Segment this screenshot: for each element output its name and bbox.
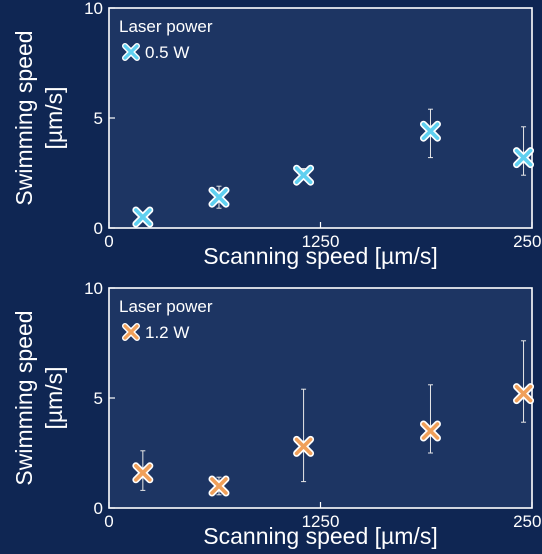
y-tick-label: 5 bbox=[94, 109, 103, 128]
y-tick-label: 5 bbox=[94, 389, 103, 408]
x-tick-label: 0 bbox=[104, 512, 113, 531]
data-point bbox=[208, 475, 230, 497]
data-point bbox=[293, 164, 315, 186]
y-axis-title: Swimming speed bbox=[11, 30, 37, 205]
y-tick-label: 10 bbox=[84, 0, 103, 18]
error-bar bbox=[427, 384, 433, 454]
data-point-stroke bbox=[134, 463, 152, 482]
x-tick-label: 0 bbox=[104, 232, 113, 251]
data-point-stroke bbox=[210, 188, 228, 206]
legend-marker bbox=[122, 323, 140, 341]
legend-title: Laser power bbox=[119, 297, 213, 316]
data-point bbox=[132, 462, 154, 484]
data-point bbox=[513, 147, 535, 169]
y-tick-label: 10 bbox=[84, 279, 103, 298]
plot-area bbox=[108, 287, 533, 509]
y-tick-label: 0 bbox=[94, 219, 103, 238]
error-bar bbox=[301, 388, 307, 483]
data-point-stroke bbox=[514, 384, 533, 403]
x-tick-label: 1250 bbox=[302, 232, 340, 251]
x-axis-title: Scanning speed [µm/s] bbox=[203, 523, 437, 549]
chart-panel-1: 0 5 10 0 1250 2500 Scanning speed [µm/s] Swimmi… bbox=[11, 0, 542, 269]
y-axis-title: Swimming speed bbox=[11, 310, 37, 485]
x-tick-label: 2500 bbox=[513, 232, 542, 251]
data-point-stroke bbox=[294, 437, 313, 456]
data-point bbox=[513, 383, 535, 405]
legend-series-label: 1.2 W bbox=[145, 323, 189, 342]
data-point bbox=[293, 435, 315, 457]
data-point bbox=[132, 206, 154, 228]
data-point-stroke bbox=[294, 166, 313, 184]
legend-marker-stroke bbox=[123, 324, 139, 340]
data-point-stroke bbox=[421, 422, 440, 440]
data-point bbox=[419, 420, 441, 442]
x-tick-label: 2500 bbox=[513, 512, 542, 531]
plot-area bbox=[108, 7, 533, 229]
legend-title: Laser power bbox=[119, 17, 213, 36]
x-tick-label: 1250 bbox=[302, 512, 340, 531]
data-point-stroke bbox=[210, 477, 228, 495]
legend-marker bbox=[122, 43, 140, 61]
error-bar bbox=[521, 126, 527, 176]
y-axis-title-unit: [µm/s] bbox=[41, 86, 67, 149]
x-axis-title: Scanning speed [µm/s] bbox=[203, 243, 437, 269]
data-point-stroke bbox=[134, 208, 152, 226]
y-tick-label: 0 bbox=[94, 499, 103, 518]
chart-panel-2: 0 5 10 0 1250 2500 Scanning speed [µm/s] Swimmi… bbox=[11, 279, 542, 549]
y-axis-title-unit: [µm/s] bbox=[41, 366, 67, 429]
data-point bbox=[208, 186, 230, 208]
data-point-stroke bbox=[421, 122, 440, 140]
error-bar bbox=[521, 340, 527, 423]
legend-series-label: 0.5 W bbox=[145, 43, 189, 62]
legend-marker-stroke bbox=[123, 44, 139, 60]
data-point-stroke bbox=[514, 148, 533, 167]
data-point bbox=[419, 120, 441, 142]
